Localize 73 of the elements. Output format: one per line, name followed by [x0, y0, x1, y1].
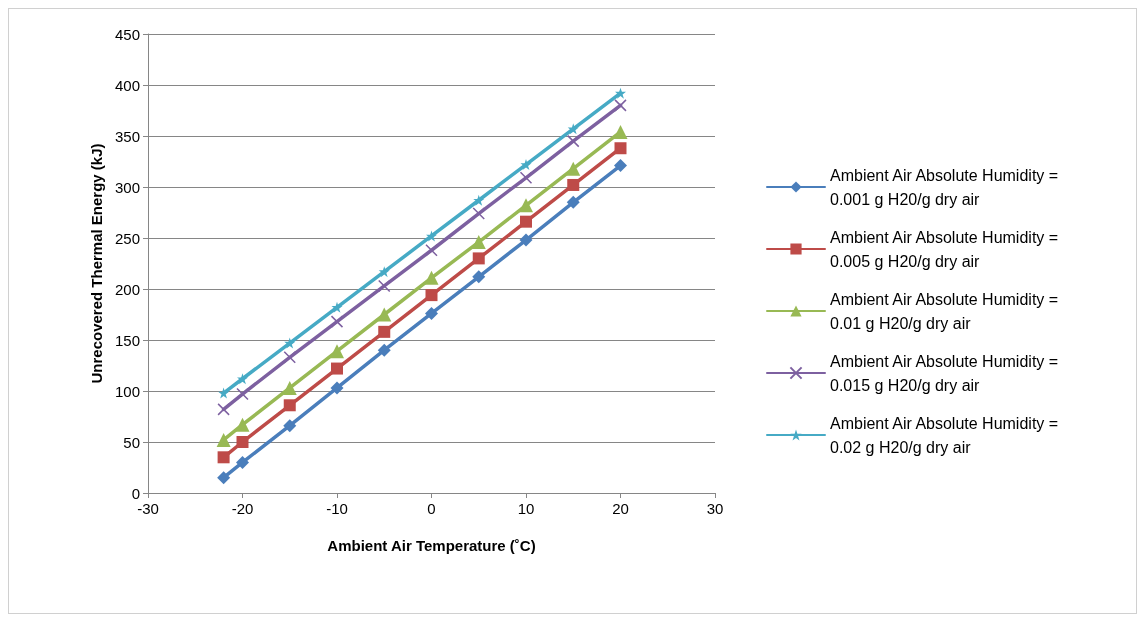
- point: [218, 387, 230, 399]
- y-tick-label: 450: [114, 25, 140, 43]
- point: [237, 373, 248, 385]
- point: [331, 301, 343, 313]
- point: [216, 432, 231, 447]
- x-tick-label: 10: [517, 500, 535, 517]
- legend-label: Ambient Air Absolute Humidity = 0.005 g H20/g dry air: [830, 228, 1063, 270]
- x-axis-title: Ambient Air Temperature (˚C): [327, 537, 536, 554]
- point: [520, 215, 532, 228]
- x-tick-label: -30: [137, 500, 159, 517]
- x-tick-label: 30: [706, 500, 724, 517]
- point: [425, 243, 438, 257]
- legend-label: Ambient Air Absolute Humidity = 0.015 g H20/g dry air: [830, 352, 1063, 394]
- point: [235, 417, 250, 432]
- point: [217, 403, 230, 416]
- point: [567, 178, 580, 191]
- point: [567, 134, 580, 148]
- point: [236, 455, 249, 469]
- point: [519, 233, 533, 247]
- x-tick-label: 0: [427, 500, 436, 517]
- point: [614, 142, 627, 155]
- y-tick-label: 300: [114, 178, 140, 196]
- y-tick-label: 0: [131, 484, 140, 502]
- y-tick-label: 400: [114, 76, 140, 94]
- point: [566, 195, 580, 209]
- point: [378, 266, 390, 278]
- point: [330, 381, 344, 395]
- point: [519, 171, 533, 185]
- point: [424, 270, 439, 285]
- y-tick-label: 200: [114, 280, 140, 298]
- point: [377, 343, 391, 357]
- point: [472, 207, 485, 220]
- legend-label: Ambient Air Absolute Humidity = 0.001 g H20/g dry air: [830, 166, 1063, 208]
- point: [378, 325, 391, 338]
- point: [426, 230, 437, 242]
- point: [217, 451, 230, 464]
- point: [217, 471, 231, 485]
- y-tick-label: 250: [114, 229, 140, 247]
- legend-label: Ambient Air Absolute Humidity = 0.01 g H20/g dry air: [830, 290, 1063, 332]
- x-tick-label: -20: [231, 500, 254, 517]
- point: [566, 161, 581, 176]
- point: [425, 289, 438, 302]
- y-tick-label: 350: [114, 127, 140, 145]
- point: [377, 307, 392, 322]
- point: [330, 344, 344, 359]
- point: [520, 159, 532, 171]
- y-tick-label: 100: [114, 382, 140, 400]
- x-tick-label: -10: [326, 500, 348, 517]
- point: [284, 337, 296, 349]
- legend-label: Ambient Air Absolute Humidity = 0.02 g H20/g dry air: [830, 414, 1063, 456]
- point: [236, 387, 249, 401]
- point: [236, 436, 249, 448]
- point: [471, 235, 486, 250]
- point: [282, 380, 297, 395]
- point: [615, 87, 626, 99]
- x-tick-label: 20: [612, 500, 629, 517]
- point: [330, 315, 344, 328]
- point: [519, 198, 533, 213]
- y-tick-label: 50: [123, 433, 140, 451]
- point: [614, 99, 627, 112]
- point: [614, 159, 627, 173]
- point: [472, 270, 486, 284]
- point: [283, 419, 297, 433]
- point: [473, 194, 485, 206]
- point: [613, 124, 628, 139]
- point: [283, 351, 296, 364]
- point: [425, 306, 438, 320]
- point: [283, 399, 296, 412]
- point: [472, 252, 485, 265]
- y-tick-label: 150: [114, 331, 140, 349]
- y-axis-title: Unrecovered Thermal Energy (kJ): [88, 143, 106, 384]
- point: [331, 362, 343, 375]
- point: [378, 279, 391, 293]
